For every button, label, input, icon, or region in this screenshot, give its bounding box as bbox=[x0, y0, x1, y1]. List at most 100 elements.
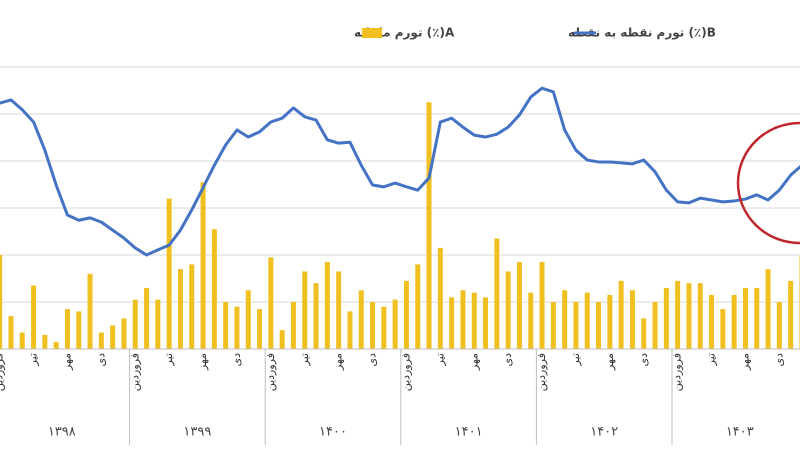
x-tick-label: فروردین bbox=[671, 353, 684, 391]
bar bbox=[19, 332, 25, 349]
bar bbox=[257, 309, 263, 349]
bar bbox=[200, 182, 206, 349]
bar bbox=[64, 309, 70, 349]
bar bbox=[87, 273, 93, 349]
bar bbox=[392, 299, 398, 349]
bar bbox=[268, 257, 274, 349]
bar bbox=[313, 283, 319, 349]
x-tick-label: دی bbox=[94, 353, 107, 367]
bar bbox=[144, 287, 150, 349]
bar bbox=[177, 269, 183, 349]
x-tick-label: دی bbox=[366, 353, 379, 367]
bar bbox=[562, 290, 568, 349]
bar bbox=[324, 262, 330, 349]
bar bbox=[8, 316, 14, 349]
bar bbox=[686, 283, 692, 349]
bar bbox=[776, 302, 782, 349]
x-tick-label: دی bbox=[230, 353, 243, 367]
bar bbox=[0, 255, 3, 349]
bar bbox=[347, 311, 353, 349]
bar bbox=[98, 332, 104, 349]
bar bbox=[754, 287, 760, 349]
bar bbox=[618, 280, 624, 349]
bar bbox=[720, 309, 726, 349]
x-tick-label: تیر bbox=[569, 353, 582, 366]
x-tick-label: مهر bbox=[60, 353, 73, 371]
bar bbox=[742, 287, 748, 349]
legend-swatch bbox=[362, 28, 382, 38]
bar bbox=[437, 247, 443, 349]
x-tick-label: فروردین bbox=[535, 353, 548, 391]
bar bbox=[415, 264, 421, 349]
year-label: ۱۳۹۸ bbox=[48, 425, 76, 440]
bar bbox=[358, 290, 364, 349]
bar bbox=[234, 306, 240, 349]
bar bbox=[663, 287, 669, 349]
bar bbox=[494, 238, 500, 349]
bar bbox=[370, 302, 376, 349]
bar bbox=[675, 280, 681, 349]
year-label: ۱۴۰۰ bbox=[319, 425, 347, 440]
x-tick-label: دی bbox=[501, 353, 514, 367]
x-tick-label: تیر bbox=[298, 353, 311, 366]
x-tick-label: مهر bbox=[467, 353, 480, 371]
x-tick-label: دی bbox=[772, 353, 785, 367]
bar bbox=[279, 330, 285, 349]
x-tick-label: تیر bbox=[433, 353, 446, 366]
x-tick-label: تیر bbox=[705, 353, 718, 366]
bar bbox=[121, 318, 127, 349]
bar bbox=[31, 285, 37, 349]
x-tick-label: مهر bbox=[332, 353, 345, 371]
year-label: ۱۴۰۱ bbox=[455, 425, 483, 440]
bar bbox=[652, 302, 658, 349]
bar bbox=[505, 271, 511, 349]
bar bbox=[381, 306, 387, 349]
bar bbox=[573, 302, 579, 349]
bar bbox=[539, 262, 545, 349]
bar bbox=[483, 297, 489, 349]
bar bbox=[53, 341, 59, 349]
year-label: ۱۳۹۹ bbox=[183, 425, 211, 440]
x-tick-label: تیر bbox=[27, 353, 40, 366]
x-tick-label: تیر bbox=[162, 353, 175, 366]
bar bbox=[697, 283, 703, 349]
bar bbox=[584, 292, 590, 349]
bar bbox=[110, 325, 116, 349]
bar bbox=[211, 229, 217, 349]
x-tick-label: مهر bbox=[196, 353, 209, 371]
bar bbox=[550, 302, 556, 349]
bar bbox=[42, 334, 48, 349]
x-tick-label: فروردین bbox=[128, 353, 141, 391]
bar bbox=[336, 271, 342, 349]
bar bbox=[788, 280, 794, 349]
bar bbox=[223, 302, 229, 349]
legend-text: B(٪) تورم نقطه به نقطه bbox=[568, 26, 716, 41]
bar bbox=[302, 271, 308, 349]
x-tick-label: فروردین bbox=[0, 353, 6, 391]
x-tick-label: فروردین bbox=[399, 353, 412, 391]
bar bbox=[403, 280, 409, 349]
bar bbox=[132, 299, 138, 349]
bar bbox=[76, 311, 82, 349]
bar bbox=[765, 269, 771, 349]
bar bbox=[629, 290, 635, 349]
bar bbox=[166, 198, 172, 349]
bar bbox=[516, 262, 522, 349]
bar bbox=[290, 302, 296, 349]
bar bbox=[426, 102, 432, 349]
bar bbox=[596, 302, 602, 349]
year-label: ۱۴۰۳ bbox=[726, 425, 754, 440]
line bbox=[0, 86, 800, 257]
bar bbox=[709, 294, 715, 349]
x-tick-label: مهر bbox=[603, 353, 616, 371]
bar bbox=[449, 297, 455, 349]
x-tick-label: مهر bbox=[738, 353, 751, 371]
bar bbox=[528, 292, 534, 349]
x-tick-label: دی bbox=[637, 353, 650, 367]
bar bbox=[641, 318, 647, 349]
bar bbox=[155, 299, 161, 349]
bar bbox=[731, 294, 737, 349]
highlight-circle bbox=[736, 121, 800, 245]
bar bbox=[471, 292, 477, 349]
